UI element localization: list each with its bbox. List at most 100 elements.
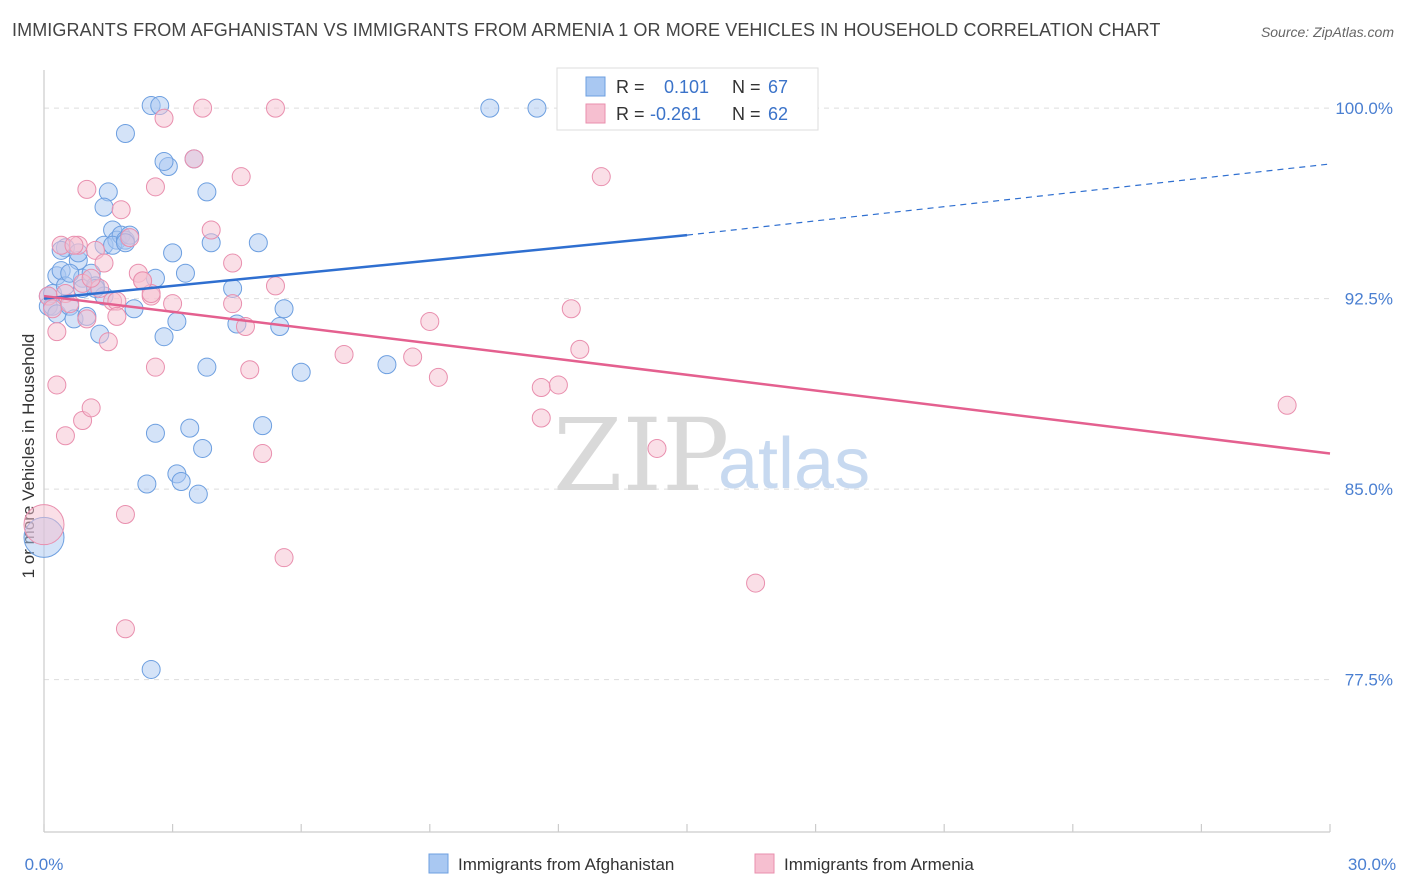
- afghanistan-point: [145, 423, 165, 443]
- armenia-point: [77, 179, 97, 199]
- armenia-point: [81, 268, 101, 288]
- armenia-point: [531, 408, 551, 428]
- armenia-point: [193, 98, 213, 118]
- armenia-point: [77, 309, 97, 329]
- armenia-point: [428, 367, 448, 387]
- y-axis-tick-labels: 77.5% 85.0% 92.5% 100.0%: [1335, 99, 1393, 690]
- afghanistan-point: [248, 233, 268, 253]
- armenia-point: [111, 200, 131, 220]
- armenia-point: [746, 573, 766, 593]
- armenia-point: [561, 299, 581, 319]
- afghanistan-point: [377, 355, 397, 375]
- armenia-point: [184, 149, 204, 169]
- series-armenia-points: [23, 98, 1297, 639]
- afghanistan-point: [171, 471, 191, 491]
- legend-label-armenia: Immigrants from Armenia: [784, 855, 974, 874]
- armenia-point: [403, 347, 423, 367]
- y-tick-label: 77.5%: [1345, 671, 1393, 690]
- armenia-point: [64, 235, 84, 255]
- trend-line-afghanistan-extension: [686, 163, 1331, 236]
- armenia-point: [420, 311, 440, 331]
- armenia-point: [531, 378, 551, 397]
- afghanistan-point: [154, 327, 174, 347]
- series-afghanistan-points: [23, 96, 547, 679]
- afghanistan-point: [274, 299, 294, 319]
- armenia-point: [154, 108, 174, 128]
- armenia-point: [231, 167, 251, 187]
- armenia-point: [43, 299, 63, 319]
- armenia-point: [253, 444, 273, 464]
- afghanistan-point: [175, 263, 195, 283]
- armenia-point: [265, 98, 285, 118]
- legend-swatch-afghanistan: [428, 853, 449, 874]
- armenia-point: [107, 306, 127, 326]
- stats-n-label-armenia: N =: [732, 104, 761, 124]
- afghanistan-point: [188, 484, 208, 504]
- armenia-point: [47, 375, 67, 395]
- afghanistan-point: [197, 357, 217, 377]
- trend-line-afghanistan: [43, 233, 688, 300]
- armenia-point: [240, 360, 260, 380]
- watermark-zip: ZIP: [553, 397, 729, 514]
- grid-lines: [44, 107, 1330, 681]
- stats-r-label-armenia: R =: [616, 104, 645, 124]
- afghanistan-point: [94, 197, 114, 217]
- armenia-point: [120, 228, 140, 248]
- armenia-point: [23, 504, 65, 546]
- stats-n-value-armenia: 62: [768, 104, 788, 124]
- chart-title: IMMIGRANTS FROM AFGHANISTAN VS IMMIGRANT…: [12, 20, 1161, 40]
- legend-swatch-armenia: [754, 853, 775, 874]
- afghanistan-point: [137, 474, 157, 494]
- armenia-point: [274, 548, 294, 568]
- afghanistan-point: [141, 659, 161, 679]
- afghanistan-point: [154, 151, 174, 171]
- stats-n-label-afghanistan: N =: [732, 77, 761, 97]
- afghanistan-point: [115, 124, 135, 143]
- stats-swatch-afghanistan: [585, 76, 606, 97]
- afghanistan-point: [480, 98, 500, 118]
- stats-r-label-afghanistan: R =: [616, 77, 645, 97]
- armenia-point: [145, 357, 165, 377]
- armenia-point: [265, 276, 285, 296]
- armenia-point: [115, 619, 135, 639]
- armenia-point: [55, 426, 75, 446]
- x-tick-label-min: 0.0%: [25, 855, 64, 874]
- armenia-point: [591, 167, 611, 187]
- bottom-legend: Immigrants from Afghanistan Immigrants f…: [428, 853, 974, 874]
- x-tick-label-max: 30.0%: [1348, 855, 1396, 874]
- stats-legend: R = 0.101 N = 67 R = -0.261 N = 62: [556, 67, 819, 131]
- afghanistan-point: [167, 311, 187, 331]
- trend-lines: [43, 163, 1331, 455]
- armenia-point: [334, 344, 354, 364]
- armenia-point: [81, 398, 101, 418]
- source-label: Source: ZipAtlas.com: [1260, 24, 1394, 40]
- stats-r-value-armenia: -0.261: [650, 104, 701, 124]
- stats-r-value-afghanistan: 0.101: [664, 77, 709, 97]
- y-tick-label: 92.5%: [1345, 290, 1393, 309]
- afghanistan-point: [193, 438, 213, 458]
- armenia-point: [115, 505, 135, 524]
- afghanistan-point: [60, 263, 80, 283]
- stats-swatch-armenia: [585, 103, 606, 124]
- armenia-point: [548, 375, 568, 395]
- armenia-point: [570, 339, 590, 359]
- armenia-point: [223, 294, 243, 314]
- watermark: ZIP atlas: [553, 397, 870, 514]
- y-tick-label: 100.0%: [1335, 99, 1393, 118]
- watermark-atlas: atlas: [718, 424, 870, 504]
- afghanistan-point: [163, 243, 183, 263]
- armenia-point: [145, 177, 165, 197]
- armenia-point: [647, 438, 667, 458]
- afghanistan-point: [180, 418, 200, 438]
- y-tick-label: 85.0%: [1345, 480, 1393, 499]
- armenia-point: [223, 253, 243, 273]
- afghanistan-point: [527, 98, 547, 118]
- legend-label-afghanistan: Immigrants from Afghanistan: [458, 855, 674, 874]
- trend-line-armenia: [43, 294, 1331, 455]
- armenia-point: [1277, 395, 1297, 415]
- afghanistan-point: [291, 362, 311, 382]
- armenia-point: [98, 332, 118, 352]
- afghanistan-point: [253, 416, 273, 436]
- stats-n-value-afghanistan: 67: [768, 77, 788, 97]
